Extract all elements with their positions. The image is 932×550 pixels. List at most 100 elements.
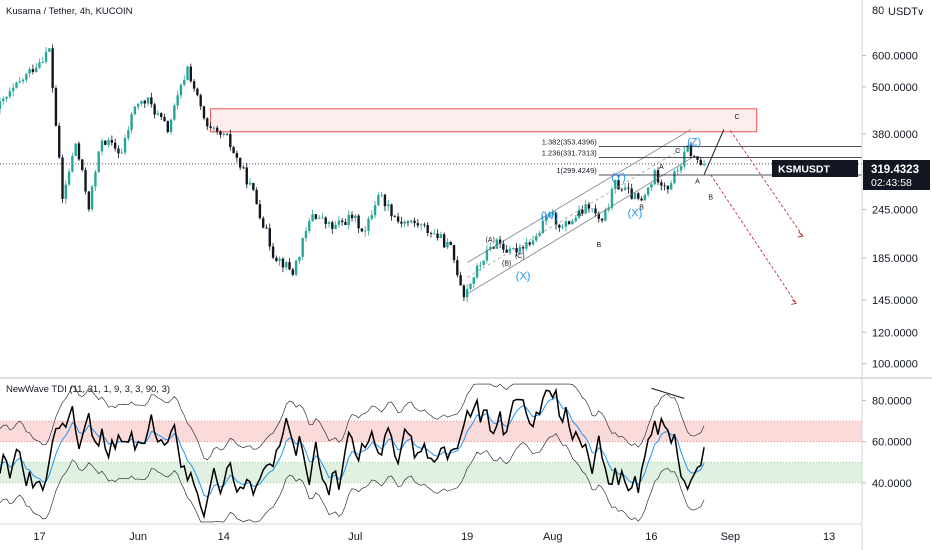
candle-body bbox=[676, 170, 679, 172]
wave-label: (C) bbox=[515, 253, 525, 260]
candle-body bbox=[531, 240, 535, 245]
price-badge[interactable]: KSMUSDT 319.4323 02:43:58 bbox=[772, 160, 930, 190]
candle-body bbox=[123, 138, 127, 153]
candle-body bbox=[485, 249, 489, 261]
candle-body bbox=[291, 269, 295, 275]
price-series bbox=[0, 44, 706, 303]
candle-body bbox=[179, 84, 183, 96]
projection-line[interactable] bbox=[710, 174, 797, 304]
candle-body bbox=[587, 204, 591, 209]
wave-label: A bbox=[577, 211, 582, 218]
candle-body bbox=[666, 185, 670, 190]
wave-label: (X) bbox=[516, 271, 531, 283]
candle-body bbox=[469, 283, 472, 289]
candle-body bbox=[130, 114, 133, 131]
ticker-label: KSMUSDT bbox=[778, 164, 831, 176]
candle-body bbox=[288, 262, 291, 270]
candle-body bbox=[271, 246, 275, 258]
candle-body bbox=[360, 228, 364, 232]
tdi-upper-band bbox=[0, 383, 705, 461]
candle-body bbox=[594, 208, 597, 214]
candle-body bbox=[383, 194, 387, 207]
candle-body bbox=[0, 101, 2, 109]
candle-body bbox=[627, 187, 630, 189]
projection-line[interactable] bbox=[730, 130, 804, 237]
candle-body bbox=[387, 204, 390, 207]
channel-line[interactable] bbox=[466, 129, 692, 263]
time-tick-label: Jul bbox=[348, 531, 362, 543]
candle-body bbox=[544, 216, 548, 222]
candle-body bbox=[173, 105, 176, 120]
candle-body bbox=[650, 184, 653, 188]
candle-body bbox=[71, 155, 74, 172]
candle-body bbox=[669, 183, 673, 190]
channel-line[interactable] bbox=[466, 142, 692, 278]
candle-body bbox=[150, 97, 153, 105]
candle-body bbox=[285, 262, 288, 268]
candle-body bbox=[653, 170, 656, 185]
candle-body bbox=[117, 148, 120, 154]
candle-body bbox=[344, 222, 347, 226]
candle-body bbox=[186, 66, 189, 81]
candle-body bbox=[242, 167, 245, 169]
candle-body bbox=[479, 265, 482, 266]
axes: 800.0000600.0000500.0000380.0000245.0000… bbox=[33, 5, 918, 543]
last-price: 319.4323 bbox=[871, 164, 919, 176]
tdi-lower-band bbox=[0, 433, 705, 523]
divergence-line[interactable] bbox=[651, 387, 685, 399]
projection-arrow-icon bbox=[797, 231, 804, 238]
time-tick-label: Aug bbox=[543, 531, 563, 543]
candle-body bbox=[663, 185, 666, 187]
candle-body bbox=[525, 242, 528, 249]
candle-body bbox=[472, 277, 475, 284]
projection-line[interactable] bbox=[703, 129, 725, 175]
resistance-zone[interactable] bbox=[210, 108, 758, 133]
candle-body bbox=[153, 104, 156, 115]
candle-body bbox=[630, 188, 633, 199]
candle-body bbox=[90, 186, 94, 210]
candle-body bbox=[442, 234, 446, 248]
candle-body bbox=[597, 213, 600, 219]
candle-body bbox=[206, 118, 209, 127]
candle-body bbox=[396, 216, 400, 222]
wave-label: (Z) bbox=[687, 137, 701, 149]
candle-body bbox=[390, 204, 393, 217]
candle-body bbox=[505, 249, 508, 253]
candle-body bbox=[77, 143, 81, 160]
candle-body bbox=[340, 220, 344, 223]
price-tick-label: 600.0000 bbox=[872, 50, 918, 62]
candle-body bbox=[51, 48, 54, 89]
candle-body bbox=[215, 127, 219, 132]
candle-body bbox=[699, 159, 702, 165]
candle-body bbox=[311, 214, 314, 221]
channel-line[interactable] bbox=[466, 157, 692, 295]
candle-body bbox=[245, 167, 248, 185]
candle-body bbox=[146, 97, 150, 104]
candle-body bbox=[258, 204, 262, 219]
candle-body bbox=[104, 140, 107, 145]
candle-body bbox=[64, 184, 68, 199]
candle-body bbox=[449, 241, 452, 246]
candle-body bbox=[34, 67, 38, 72]
candle-body bbox=[433, 233, 436, 235]
currency-dropdown[interactable]: USDT ∨ bbox=[883, 1, 931, 21]
candle-body bbox=[541, 221, 545, 233]
candle-body bbox=[212, 127, 216, 129]
candle-body bbox=[87, 191, 91, 210]
bar-countdown: 02:43:58 bbox=[871, 177, 912, 189]
candle-body bbox=[5, 96, 8, 99]
candle-body bbox=[18, 81, 21, 83]
oversold-band bbox=[0, 462, 862, 483]
candle-body bbox=[97, 151, 100, 173]
candle-body bbox=[140, 100, 143, 104]
price-tick-label: 120.0000 bbox=[872, 327, 918, 339]
candle-body bbox=[196, 88, 199, 96]
candle-body bbox=[683, 151, 686, 167]
candle-body bbox=[163, 116, 166, 122]
wave-label: (B) bbox=[502, 260, 511, 267]
candle-body bbox=[48, 48, 51, 52]
candle-body bbox=[571, 221, 574, 225]
candle-body bbox=[113, 142, 117, 149]
price-label-box bbox=[863, 160, 930, 190]
